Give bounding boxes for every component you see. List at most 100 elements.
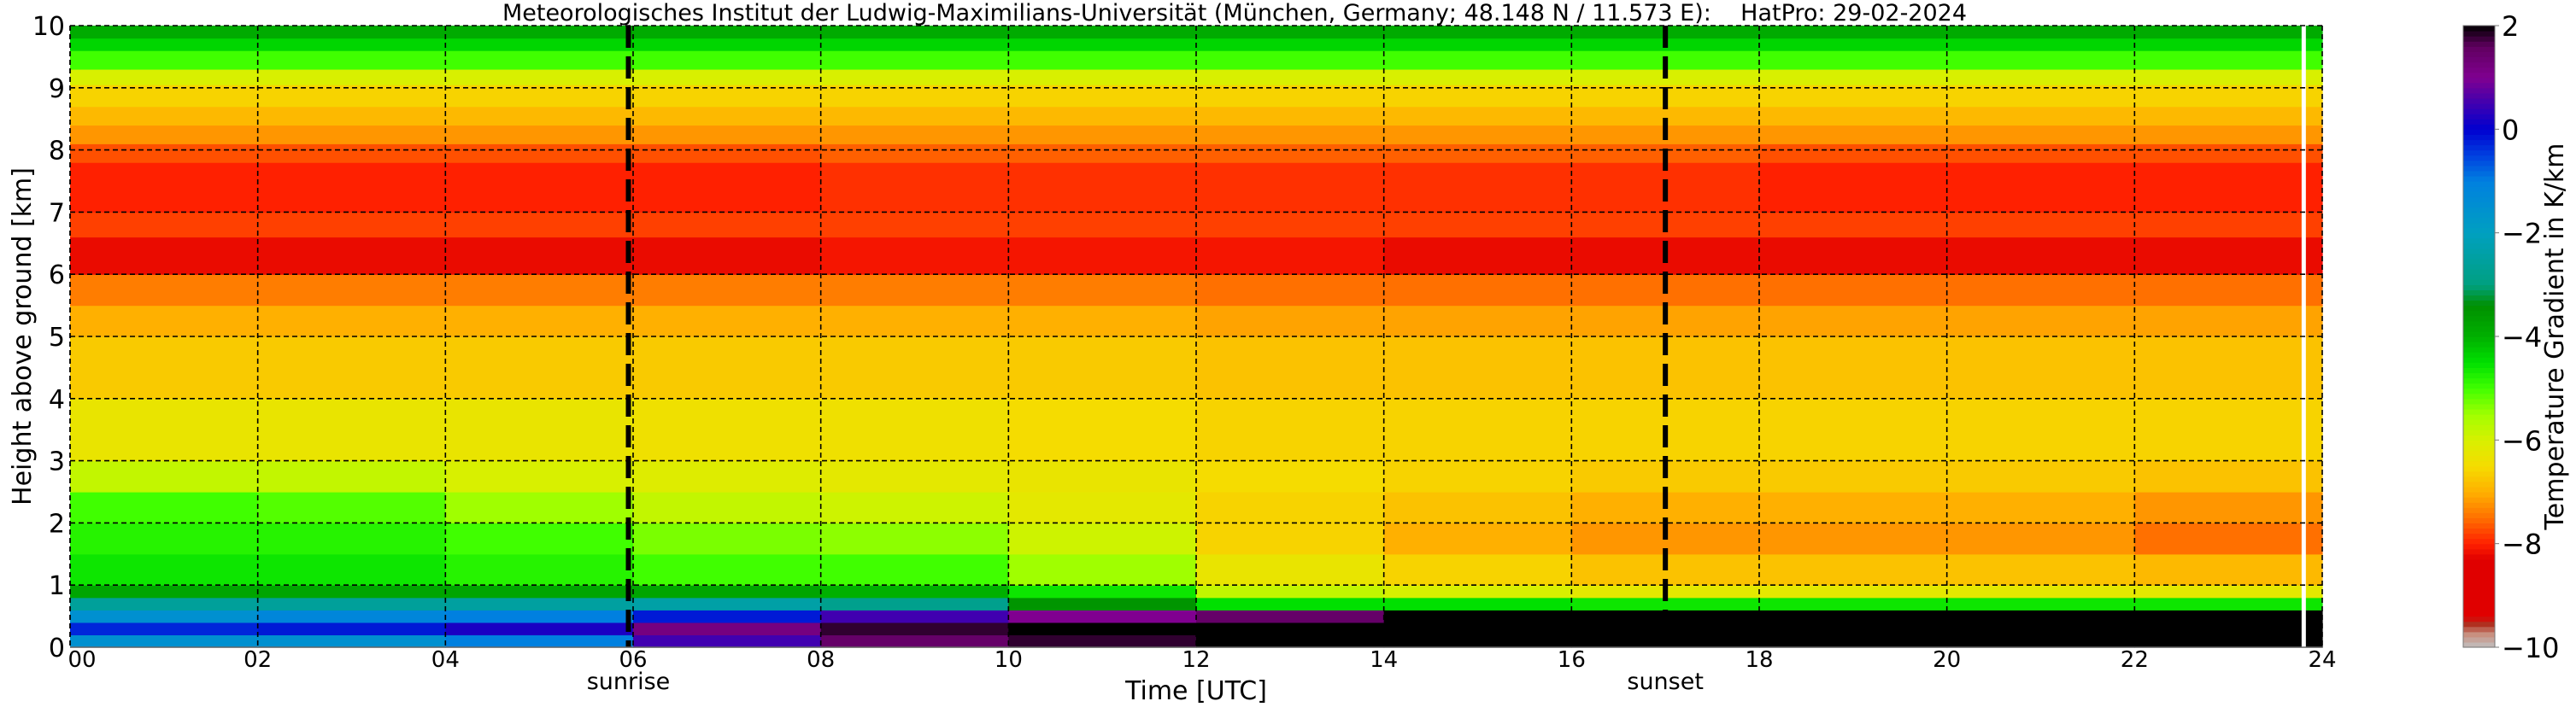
heatmap-cell (1383, 622, 1572, 636)
heatmap-cell (1946, 50, 2135, 70)
colorbar-segment (2463, 465, 2495, 472)
colorbar-segment (2463, 585, 2495, 591)
heatmap-cell (1008, 212, 1197, 238)
heatmap-cell (1196, 162, 1385, 213)
heatmap-cell (1759, 336, 1948, 400)
heatmap-cell (820, 274, 1009, 307)
heatmap-cell (1383, 305, 1572, 337)
y-axis-label: Height above ground [km] (8, 167, 38, 505)
heatmap-cell (820, 26, 1009, 39)
heatmap-cell (1383, 143, 1572, 163)
heatmap-cell (257, 237, 446, 275)
colorbar-segment (2463, 269, 2495, 275)
y-tick-label: 9 (49, 74, 65, 104)
colorbar-segment (2463, 393, 2495, 400)
colorbar-segment (2463, 636, 2495, 643)
colorbar-label: Temperature Gradient in K/km (2540, 143, 2570, 531)
heatmap-cell (1759, 26, 1948, 39)
heatmap-cell (1008, 50, 1197, 70)
colorbar-segment (2463, 242, 2495, 249)
colorbar-segment (2463, 82, 2495, 89)
heatmap-cell (445, 523, 634, 555)
y-tick-label: 6 (49, 260, 65, 290)
colorbar-segment (2463, 26, 2495, 32)
heatmap-cell (70, 68, 259, 85)
heatmap-cell (633, 336, 822, 400)
heatmap-cell (2134, 50, 2323, 70)
colorbar-segment (2463, 139, 2495, 146)
colorbar-tick-label: −4 (2502, 321, 2542, 354)
heatmap-cell (633, 610, 822, 623)
y-tick-label: 5 (49, 323, 65, 353)
heatmap-cell (633, 305, 822, 337)
colorbar-segment (2463, 149, 2495, 156)
heatmap-cell (257, 305, 446, 337)
colorbar-segment (2463, 212, 2495, 219)
heatmap-cell (820, 460, 1009, 493)
colorbar-segment (2463, 305, 2495, 312)
heatmap-cell (257, 38, 446, 51)
heatmap-cell (1196, 398, 1385, 462)
colorbar-segment (2463, 403, 2495, 410)
heatmap-cell (1008, 597, 1197, 611)
heatmap-cell (1196, 26, 1385, 39)
colorbar-segment (2463, 310, 2495, 317)
heatmap-cell (1383, 553, 1572, 586)
colorbar-segment (2463, 616, 2495, 622)
heatmap-cell (633, 274, 822, 307)
y-tick-label: 2 (49, 509, 65, 539)
x-tick-label: 16 (1558, 647, 1586, 673)
heatmap-cell (1383, 125, 1572, 144)
heatmap-cell (1008, 274, 1197, 307)
heatmap-cell (1946, 610, 2135, 623)
heatmap-cell (2134, 143, 2323, 163)
heatmap-cell (1571, 106, 1760, 126)
heatmap-cell (2134, 68, 2323, 85)
heatmap-cell (70, 50, 259, 70)
heatmap-cell (1383, 597, 1572, 611)
heatmap-cell (70, 237, 259, 275)
heatmap-cell (1759, 553, 1948, 586)
heatmap-cell (1008, 162, 1197, 213)
heatmap-cell (633, 38, 822, 51)
colorbar-segment (2463, 470, 2495, 477)
heatmap-cell (820, 622, 1009, 636)
heatmap-cell (2134, 622, 2323, 636)
x-tick-label: 02 (244, 647, 272, 673)
heatmap-cells (70, 26, 2323, 648)
heatmap-cell (70, 460, 259, 493)
heatmap-cell (257, 492, 446, 523)
colorbar-segment (2463, 626, 2495, 633)
heatmap-cell (257, 460, 446, 493)
heatmap-cell (633, 162, 822, 213)
x-tick-label: 24 (2308, 647, 2336, 673)
heatmap-cell (1759, 622, 1948, 636)
heatmap-cell (1946, 622, 2135, 636)
heatmap-cell (257, 398, 446, 462)
heatmap-cell (1383, 68, 1572, 85)
x-tick-label: 20 (1933, 647, 1961, 673)
heatmap-cell (1946, 597, 2135, 611)
heatmap-cell (1759, 585, 1948, 599)
heatmap-cell (1946, 523, 2135, 555)
colorbar-segment (2463, 170, 2495, 177)
sunset-label: sunset (1627, 669, 1704, 695)
heatmap-cell (633, 523, 822, 555)
heatmap-cell (633, 50, 822, 70)
heatmap-cell (257, 26, 446, 39)
x-tick-label: 08 (807, 647, 835, 673)
colorbar-segment (2463, 523, 2495, 529)
heatmap-cell (445, 610, 634, 623)
heatmap-cell (633, 212, 822, 238)
x-tick-label: 18 (1745, 647, 1773, 673)
colorbar-segment (2463, 590, 2495, 596)
heatmap-cell (820, 398, 1009, 462)
colorbar-segment (2463, 36, 2495, 42)
colorbar: 2 0 −2 −4 −6 −8 −10 (2462, 10, 2560, 664)
heatmap-cell (1759, 68, 1948, 85)
heatmap-cell (70, 106, 259, 126)
colorbar-segment (2463, 342, 2495, 348)
heatmap-cell (1196, 336, 1385, 400)
colorbar-segment (2463, 155, 2495, 161)
grid-lines (69, 25, 2323, 647)
